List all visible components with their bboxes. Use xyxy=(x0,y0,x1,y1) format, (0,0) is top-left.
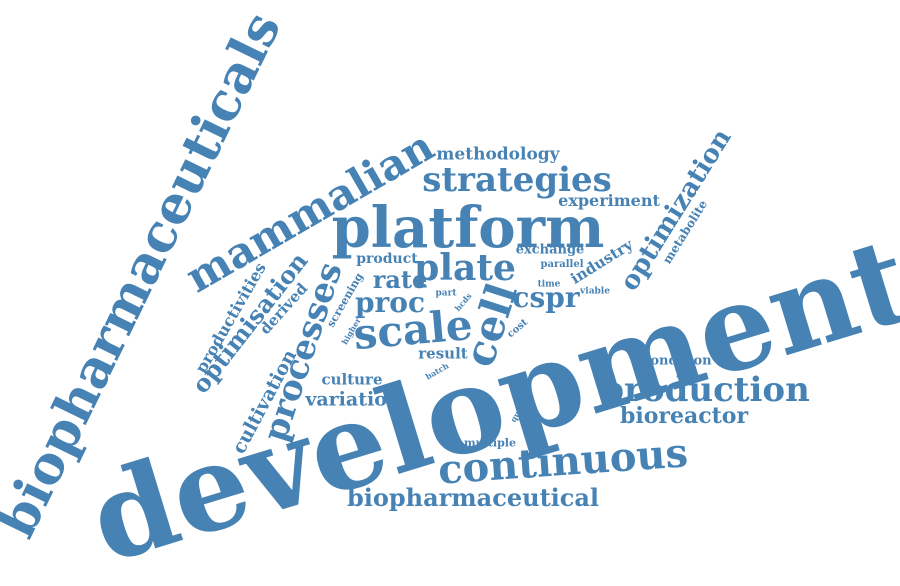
word-part: part xyxy=(435,288,457,299)
word-variation: variation xyxy=(305,388,401,411)
word-product: product xyxy=(356,251,418,267)
word-parallel: parallel xyxy=(540,259,584,270)
word-time: time xyxy=(537,279,561,290)
word-plate: plate xyxy=(414,247,516,289)
word-condition: condition xyxy=(642,353,712,369)
word-exchange: exchange xyxy=(515,242,585,258)
word-multiple: multiple xyxy=(464,436,516,450)
word-platform: platform xyxy=(331,195,605,261)
word-result: result xyxy=(418,344,468,363)
word-cspr: cspr xyxy=(512,281,580,314)
word-experiment: experiment xyxy=(558,191,660,210)
word-bioreactor: bioreactor xyxy=(619,403,749,429)
word-proc: proc xyxy=(354,286,426,319)
word-methodology: methodology xyxy=(436,144,560,165)
word-viable: viable xyxy=(580,286,610,297)
word-culture: culture xyxy=(321,370,383,389)
word-production: production xyxy=(600,370,810,410)
word-rate: rate xyxy=(372,265,428,294)
word-biopharmaceutical: biopharmaceutical xyxy=(346,483,600,512)
word-strategies: strategies xyxy=(422,160,612,200)
